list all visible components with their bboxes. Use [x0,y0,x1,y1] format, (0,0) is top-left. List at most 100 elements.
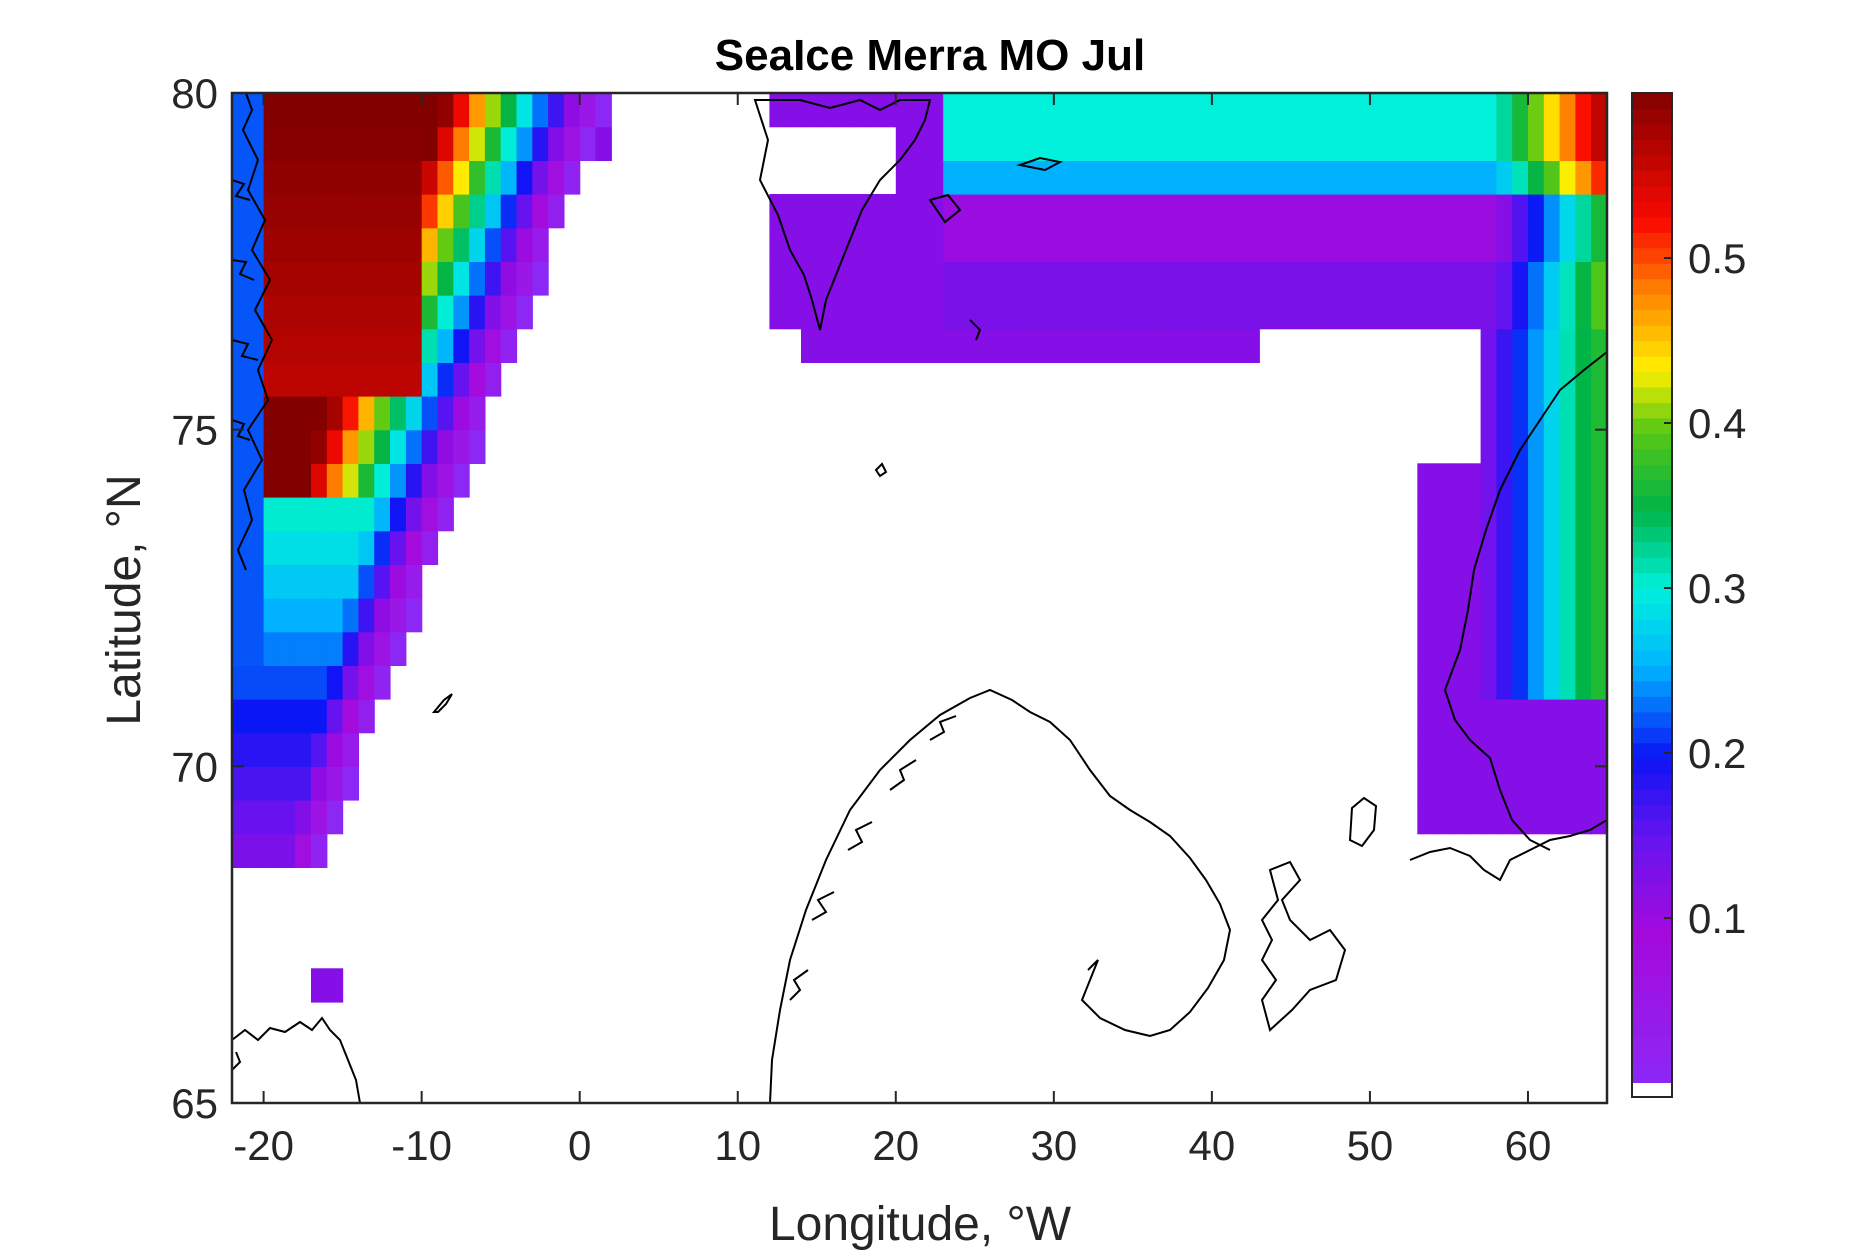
heatmap-cell [1480,766,1497,801]
heatmap-cell [1543,396,1561,431]
heatmap-cell [311,429,328,464]
heatmap-cell [279,160,296,195]
heatmap-cell [1543,598,1561,633]
heatmap-cell [247,732,265,767]
heatmap-cell [405,396,423,431]
heatmap-cell [1559,429,1576,464]
heatmap-cell [1354,194,1371,229]
colorbar-segment [1632,649,1672,666]
heatmap-cell [1354,126,1371,161]
heatmap-cell [342,699,359,734]
heatmap-cell [1180,93,1197,128]
heatmap-cell [1385,227,1403,262]
heatmap-cell [1575,631,1592,666]
heatmap-cell [1543,530,1561,565]
heatmap-cell [1259,160,1276,195]
heatmap-cell [1259,126,1276,161]
heatmap-cell [1528,665,1545,700]
heatmap-cell [469,429,486,464]
heatmap-cell [1148,194,1166,229]
heatmap-cell [311,732,328,767]
heatmap-cell [943,126,960,161]
heatmap-cell [247,699,265,734]
heatmap-cell [232,126,249,161]
heatmap-cell [279,766,296,801]
heatmap-cell [1275,93,1292,128]
heatmap-cell [911,194,928,229]
heatmap-cell [1496,732,1513,767]
heatmap-cell [1259,295,1276,330]
x-axis-ticks: -20 -10 0 10 20 30 40 50 60 [233,93,1551,1169]
heatmap-cell [1196,261,1213,296]
heatmap-cell [279,328,296,363]
heatmap-cell [864,194,881,229]
heatmap-cell [1259,93,1276,128]
heatmap-cell [326,598,344,633]
heatmap-cell [405,564,423,599]
heatmap-cell [548,194,565,229]
heatmap-cell [295,194,312,229]
heatmap-cell [311,598,328,633]
heatmap-cell [469,362,486,397]
heatmap-cell [1322,126,1339,161]
heatmap-cell [1464,800,1482,835]
heatmap-cell [943,93,960,128]
heatmap-cell [1433,194,1450,229]
heatmap-cell [1038,328,1055,363]
heatmap-cell [1591,732,1608,767]
heatmap-cell [311,833,328,868]
heatmap-cell [959,328,976,363]
heatmap-cell [579,126,597,161]
heatmap-cell [421,429,439,464]
heatmap-cell [1464,295,1482,330]
heatmap-cell [1117,261,1134,296]
heatmap-cell [1528,497,1545,532]
heatmap-cell [263,766,280,801]
heatmap-cell [1275,227,1292,262]
heatmap-cell [959,194,976,229]
heatmap-cell [263,800,280,835]
heatmap-cell [295,227,312,262]
heatmap-cell [1559,732,1576,767]
heatmap-cell [295,800,312,835]
heatmap-cell [1559,699,1576,734]
heatmap-cell [990,194,1007,229]
heatmap-cell [1496,631,1513,666]
heatmap-cell [1117,328,1134,363]
plot-frame [230,91,1609,1105]
heatmap-cell [263,598,280,633]
heatmap-cell [232,227,249,262]
heatmap-cell [1449,194,1466,229]
heatmap-cell [1512,295,1529,330]
heatmap-cell [1069,126,1086,161]
colorbar-tick-label: 0.5 [1688,235,1746,282]
heatmap-cell [1512,665,1529,700]
heatmap-cell [1464,160,1482,195]
heatmap-cell [1559,564,1576,599]
heatmap-cell [1512,328,1529,363]
heatmap-cell [1512,160,1529,195]
heatmap-cell [374,530,391,565]
heatmap-cell [279,833,296,868]
heatmap-cell [1385,126,1403,161]
heatmap-cell [374,429,391,464]
heatmap-cell [1148,126,1166,161]
heatmap-cell [1164,295,1181,330]
heatmap-cell [247,598,265,633]
heatmap-cell [263,362,280,397]
heatmap-cell [342,93,359,128]
heatmap-cell [326,631,344,666]
heatmap-cell [374,598,391,633]
y-tick-label: 65 [171,1080,218,1127]
heatmap-cell [1480,463,1497,498]
heatmap-cell [279,429,296,464]
heatmap-cell [1449,530,1466,565]
heatmap-cell [769,93,786,128]
heatmap-cell [342,429,359,464]
heatmap-cell [1449,699,1466,734]
norway-fjords [789,715,957,1001]
heatmap-cell [532,160,549,195]
heatmap-cell [1528,227,1545,262]
heatmap-cell [1575,800,1592,835]
heatmap-cell [1006,126,1023,161]
